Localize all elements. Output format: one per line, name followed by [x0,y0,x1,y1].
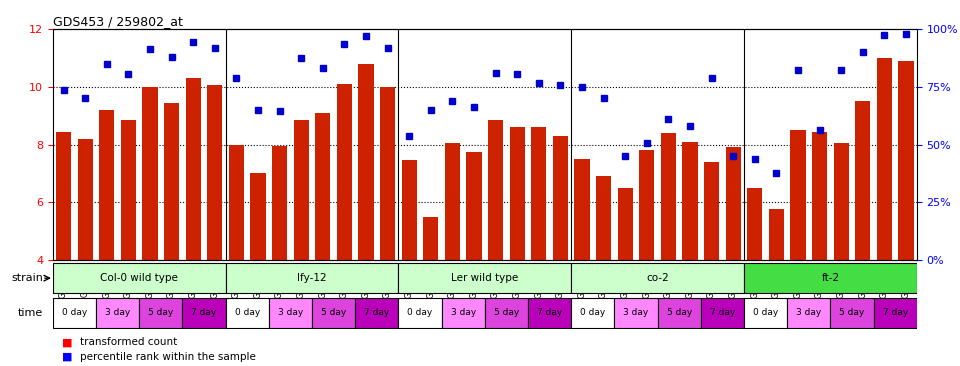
FancyBboxPatch shape [355,298,398,328]
Bar [121,120,136,366]
Bar [553,136,568,366]
Bar [99,110,114,366]
Bar [510,127,525,366]
Text: GDS453 / 259802_at: GDS453 / 259802_at [53,15,182,28]
Bar [207,86,223,366]
Text: 0 day: 0 day [407,309,433,317]
Text: 7 day: 7 day [882,309,908,317]
Bar [272,146,287,366]
FancyBboxPatch shape [701,298,744,328]
FancyBboxPatch shape [269,298,312,328]
Bar [790,130,805,366]
Bar [185,78,201,366]
Text: percentile rank within the sample: percentile rank within the sample [80,352,255,362]
Text: 7 day: 7 day [709,309,735,317]
Bar [704,162,719,366]
FancyBboxPatch shape [787,298,830,328]
Bar [78,139,93,366]
Bar [164,103,180,366]
FancyBboxPatch shape [830,298,874,328]
Text: lfy-12: lfy-12 [298,273,326,283]
Text: 5 day: 5 day [493,309,519,317]
FancyBboxPatch shape [442,298,485,328]
Bar [228,145,244,366]
FancyBboxPatch shape [53,298,96,328]
Bar [639,150,655,366]
FancyBboxPatch shape [658,298,701,328]
Text: 5 day: 5 day [666,309,692,317]
Bar [726,147,741,366]
Bar [899,61,914,366]
Text: time: time [18,308,43,318]
Text: 0 day: 0 day [580,309,606,317]
Bar [423,217,439,366]
Text: 0 day: 0 day [61,309,87,317]
Bar [812,132,828,366]
Bar [769,209,784,366]
Text: ■: ■ [62,337,73,347]
Bar [747,188,762,366]
FancyBboxPatch shape [226,264,398,293]
Bar [251,173,266,366]
FancyBboxPatch shape [139,298,182,328]
Text: ■: ■ [62,352,73,362]
Bar [876,58,892,366]
FancyBboxPatch shape [744,298,787,328]
Text: 0 day: 0 day [753,309,779,317]
Bar [833,143,849,366]
Text: Col-0 wild type: Col-0 wild type [100,273,179,283]
Bar [531,127,546,366]
Text: 0 day: 0 day [234,309,260,317]
Bar [596,176,612,366]
Text: 3 day: 3 day [277,309,303,317]
FancyBboxPatch shape [398,264,571,293]
Text: strain: strain [12,273,43,283]
Text: ft-2: ft-2 [822,273,839,283]
FancyBboxPatch shape [182,298,226,328]
Bar [467,152,482,366]
Bar [444,143,460,366]
FancyBboxPatch shape [614,298,658,328]
Bar [358,64,373,366]
FancyBboxPatch shape [744,264,917,293]
Text: 3 day: 3 day [450,309,476,317]
Bar [337,84,352,366]
Text: Ler wild type: Ler wild type [451,273,518,283]
Bar [56,132,71,366]
FancyBboxPatch shape [571,298,614,328]
Text: 5 day: 5 day [321,309,347,317]
Bar [294,120,309,366]
Text: 7 day: 7 day [364,309,390,317]
FancyBboxPatch shape [96,298,139,328]
Text: 7 day: 7 day [537,309,563,317]
Bar [683,142,698,366]
Text: 3 day: 3 day [623,309,649,317]
FancyBboxPatch shape [528,298,571,328]
Bar [488,120,503,366]
Bar [617,188,633,366]
Bar [142,87,157,366]
Text: 5 day: 5 day [839,309,865,317]
Bar [574,159,589,366]
Text: transformed count: transformed count [80,337,177,347]
FancyBboxPatch shape [398,298,442,328]
Text: 7 day: 7 day [191,309,217,317]
Bar [660,133,676,366]
FancyBboxPatch shape [874,298,917,328]
Text: co-2: co-2 [646,273,669,283]
FancyBboxPatch shape [571,264,744,293]
Text: 3 day: 3 day [796,309,822,317]
Text: 5 day: 5 day [148,309,174,317]
Text: 3 day: 3 day [105,309,131,317]
Bar [315,113,330,366]
Bar [401,160,417,366]
Bar [380,87,396,366]
FancyBboxPatch shape [53,264,226,293]
Bar [855,101,871,366]
FancyBboxPatch shape [226,298,269,328]
FancyBboxPatch shape [485,298,528,328]
FancyBboxPatch shape [312,298,355,328]
